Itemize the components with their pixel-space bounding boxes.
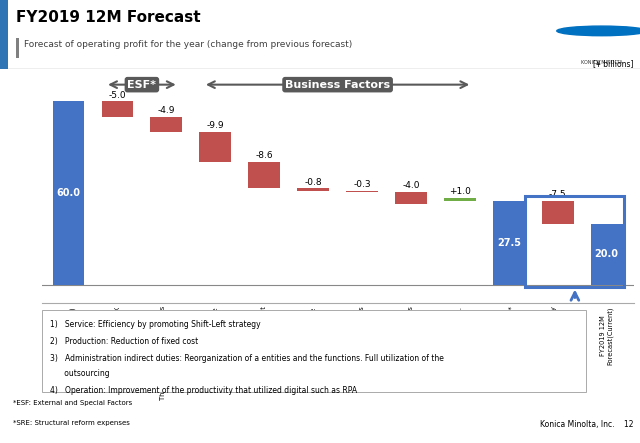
Text: *ESF: External and Special Factors: *ESF: External and Special Factors bbox=[13, 400, 132, 406]
Text: -8.6: -8.6 bbox=[255, 151, 273, 160]
Text: 4)   Operation: Improvement of the productivity that utilized digital such as RP: 4) Operation: Improvement of the product… bbox=[50, 386, 357, 395]
Text: 60.0: 60.0 bbox=[56, 188, 81, 198]
Circle shape bbox=[557, 26, 640, 36]
Text: 20.0: 20.0 bbox=[595, 249, 619, 260]
Bar bbox=[395, 192, 427, 204]
Bar bbox=[0, 0, 8, 69]
Bar bbox=[16, 38, 19, 58]
Text: +1.0: +1.0 bbox=[449, 187, 471, 196]
Text: -0.8: -0.8 bbox=[305, 178, 322, 187]
Text: -4.9: -4.9 bbox=[157, 106, 175, 115]
Text: [¥ billions]: [¥ billions] bbox=[593, 59, 634, 69]
Bar bbox=[444, 198, 476, 201]
Text: 3)   Administration indirect duties: Reorganization of a entities and the functi: 3) Administration indirect duties: Reorg… bbox=[50, 354, 444, 363]
Text: 27.5: 27.5 bbox=[497, 238, 521, 248]
Bar bbox=[525, 196, 624, 287]
Text: KONICA MINOLTA: KONICA MINOLTA bbox=[580, 60, 623, 66]
Text: ESF*: ESF* bbox=[127, 80, 156, 89]
Bar bbox=[150, 117, 182, 132]
Text: -5.0: -5.0 bbox=[109, 91, 126, 100]
Text: Business Factors: Business Factors bbox=[285, 80, 390, 89]
Text: Konica Minolta, Inc.    12: Konica Minolta, Inc. 12 bbox=[540, 420, 634, 429]
Bar bbox=[591, 224, 623, 285]
Text: -0.3: -0.3 bbox=[353, 180, 371, 189]
Text: Forecast of operating profit for the year (change from previous forecast): Forecast of operating profit for the yea… bbox=[24, 40, 353, 49]
Text: -4.0: -4.0 bbox=[402, 181, 420, 190]
Text: -7.5: -7.5 bbox=[549, 190, 566, 199]
Text: -9.9: -9.9 bbox=[207, 121, 224, 130]
Bar bbox=[297, 188, 329, 191]
Text: 2)   Production: Reduction of fixed cost: 2) Production: Reduction of fixed cost bbox=[50, 337, 198, 346]
Bar bbox=[542, 201, 573, 224]
Text: outsourcing: outsourcing bbox=[50, 369, 109, 378]
Text: *SRE: Structural reform expenses: *SRE: Structural reform expenses bbox=[13, 420, 130, 426]
Text: FY2019 12M Forecast: FY2019 12M Forecast bbox=[16, 10, 200, 25]
Bar bbox=[248, 162, 280, 188]
Text: 1)   Service: Efficiency by promoting Shift-Left strategy: 1) Service: Efficiency by promoting Shif… bbox=[50, 320, 260, 329]
Bar bbox=[346, 191, 378, 192]
Bar bbox=[200, 132, 231, 162]
Bar bbox=[52, 101, 84, 285]
Bar bbox=[102, 101, 133, 117]
Bar bbox=[493, 201, 525, 285]
